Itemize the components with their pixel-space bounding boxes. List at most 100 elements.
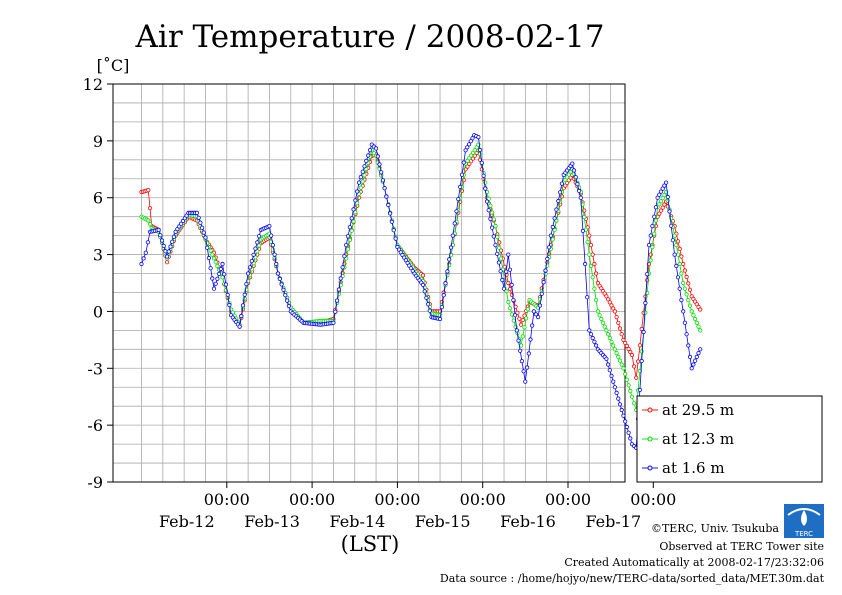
data-point — [634, 375, 639, 380]
data-point — [441, 293, 446, 298]
data-point — [256, 243, 262, 248]
data-point — [215, 276, 220, 281]
data-point — [208, 248, 213, 253]
data-point — [637, 387, 643, 392]
data-point — [420, 282, 426, 287]
data-point — [274, 261, 279, 267]
data-point — [662, 193, 667, 198]
data-point — [592, 261, 597, 267]
data-point — [557, 190, 563, 195]
data-point — [422, 289, 427, 294]
data-point — [696, 324, 701, 329]
data-point — [646, 243, 652, 248]
data-point — [483, 186, 488, 191]
data-point — [476, 135, 481, 140]
data-point — [198, 220, 203, 225]
data-point — [576, 188, 582, 193]
data-point — [611, 379, 616, 384]
legend-label: at 1.6 m — [662, 459, 725, 477]
x-tick-time-label: 00:00 — [289, 490, 335, 509]
data-point — [546, 245, 552, 250]
series-at-1-6-m — [139, 133, 703, 450]
data-point — [619, 332, 624, 337]
data-point — [587, 328, 592, 333]
data-point — [165, 254, 170, 259]
data-point — [590, 275, 595, 280]
data-point — [520, 334, 525, 339]
data-point — [631, 364, 637, 369]
data-point — [208, 266, 213, 271]
data-point — [629, 394, 635, 399]
data-point — [175, 227, 180, 232]
data-point — [366, 153, 371, 158]
data-point — [571, 168, 577, 173]
data-point — [612, 309, 618, 314]
data-point — [686, 281, 691, 286]
data-point — [463, 148, 468, 153]
data-point — [387, 211, 393, 216]
data-point — [660, 196, 665, 201]
data-point — [526, 351, 531, 356]
data-point — [283, 293, 288, 298]
x-tick-date-label: Feb-12 — [159, 512, 215, 531]
data-point — [623, 340, 628, 345]
data-point — [675, 239, 681, 244]
data-point — [524, 365, 530, 370]
data-point — [605, 332, 611, 337]
data-point — [689, 309, 694, 314]
data-point — [518, 348, 523, 353]
data-point — [682, 286, 688, 291]
data-point — [645, 271, 650, 277]
data-point — [159, 238, 165, 243]
data-point — [170, 239, 175, 244]
data-point — [331, 320, 336, 325]
data-point — [356, 180, 362, 185]
data-point — [660, 186, 665, 191]
data-point — [593, 271, 599, 276]
data-point — [353, 210, 358, 215]
terc-logo-text: TERC — [794, 530, 813, 538]
data-point — [621, 366, 626, 371]
data-point — [675, 252, 681, 257]
data-point — [698, 347, 703, 352]
data-point — [161, 243, 166, 248]
data-point — [384, 194, 389, 199]
data-point — [582, 214, 587, 220]
y-tick-label: 3 — [93, 246, 103, 265]
data-point — [679, 254, 684, 259]
y-tick-label: -9 — [87, 473, 103, 492]
data-point — [663, 180, 669, 185]
data-point — [672, 233, 677, 238]
data-point — [506, 299, 511, 305]
data-point — [679, 297, 684, 303]
data-point — [269, 233, 274, 238]
legend-label: at 29.5 m — [662, 401, 734, 419]
data-point — [612, 385, 618, 390]
data-point — [425, 302, 431, 307]
y-tick-label: -3 — [87, 359, 103, 378]
data-point — [344, 243, 349, 248]
data-point — [488, 203, 493, 208]
data-point — [677, 246, 682, 251]
data-point — [611, 306, 616, 311]
data-point — [531, 309, 537, 314]
data-point — [590, 335, 595, 341]
data-point — [626, 346, 631, 352]
data-point — [342, 254, 347, 259]
series-line — [141, 149, 701, 378]
data-source-text: Data source : /home/hojyo/new/TERC-data/… — [440, 572, 825, 585]
data-point — [548, 233, 554, 238]
data-point — [521, 369, 526, 374]
data-point — [614, 390, 619, 395]
data-point — [355, 189, 360, 194]
data-point — [146, 188, 151, 193]
data-point — [491, 234, 496, 239]
data-point — [585, 295, 590, 300]
data-point — [631, 401, 637, 406]
data-point — [593, 297, 599, 303]
data-point — [452, 221, 457, 226]
data-point — [657, 211, 662, 216]
data-point — [194, 210, 199, 215]
data-point — [488, 216, 493, 221]
data-point — [203, 235, 208, 240]
